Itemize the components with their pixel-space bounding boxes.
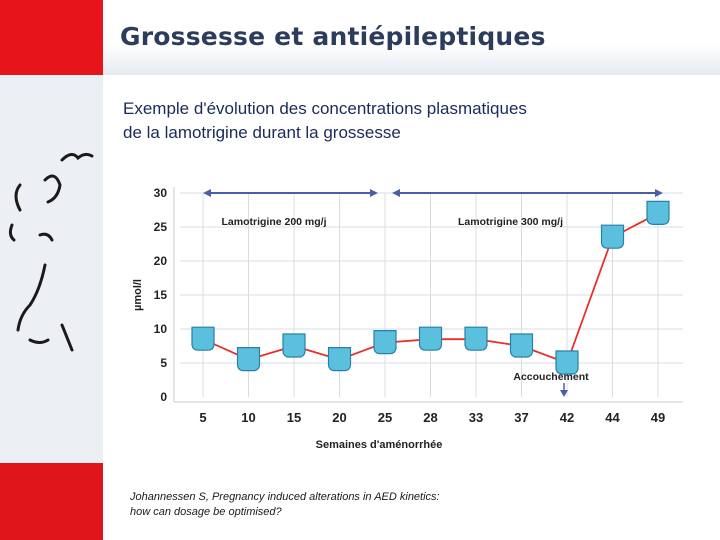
annotation-layer: Accouchement (513, 371, 589, 397)
arrowhead-right (370, 189, 378, 197)
reference-citation: Johannessen S, Pregnancy induced alterat… (130, 490, 630, 520)
y-tick-label: 25 (154, 220, 168, 234)
x-tick-label: 44 (605, 410, 620, 425)
data-point-marker (646, 200, 670, 225)
x-tick-label: 15 (287, 410, 301, 425)
marker-layer (191, 200, 670, 375)
data-point-marker (373, 330, 397, 355)
data-point-marker (191, 326, 215, 351)
dose-period-label: Lamotrigine 200 mg/j (221, 216, 326, 228)
arrowhead-right (655, 189, 663, 197)
header-band (103, 0, 720, 75)
dose-period-layer: Lamotrigine 200 mg/j Lamotrigine 300 mg/j (203, 189, 663, 228)
y-axis-label: µmol/l (132, 279, 144, 311)
sidebar-red-top (0, 0, 103, 75)
dose-period-label: Lamotrigine 300 mg/j (458, 216, 563, 228)
data-point-marker (418, 326, 443, 351)
x-tick-label: 37 (514, 410, 528, 425)
slide-subtitle: Exemple d'évolution des concentrations p… (123, 97, 703, 145)
subtitle-line-2: de la lamotrigine durant la grossesse (123, 123, 401, 142)
y-tick-label: 30 (154, 186, 168, 200)
data-point-marker (464, 326, 488, 351)
reference-line-1: Johannessen S, Pregnancy induced alterat… (130, 491, 440, 503)
arrowhead-left (392, 189, 400, 197)
data-point-marker (509, 333, 534, 358)
annotation-arrowhead (560, 390, 568, 397)
data-point-marker (236, 347, 261, 372)
y-tick-label: 0 (160, 390, 167, 404)
x-tick-label: 20 (332, 410, 346, 425)
sidebar-red-bottom (0, 463, 103, 540)
reference-line-2: how can dosage be optimised? (130, 506, 282, 518)
y-tick-label: 15 (154, 288, 168, 302)
x-tick-label: 49 (651, 410, 665, 425)
axis-layer: 0 5 10 15 20 25 30 5 10 15 20 25 28 33 37 42 44 49 Semaine… (132, 186, 683, 451)
y-tick-label: 20 (154, 254, 168, 268)
data-point-marker (282, 333, 306, 358)
x-tick-label: 5 (199, 410, 206, 425)
x-tick-label: 33 (469, 410, 483, 425)
data-point-marker (600, 224, 625, 249)
arrowhead-left (203, 189, 211, 197)
x-tick-label: 28 (423, 410, 437, 425)
annotation-label: Accouchement (513, 371, 589, 383)
data-point-marker (327, 347, 352, 372)
x-tick-label: 25 (378, 410, 392, 425)
x-axis-label: Semaines d'aménorrhée (316, 439, 443, 451)
y-tick-label: 10 (154, 322, 168, 336)
x-tick-label: 10 (241, 410, 255, 425)
sidebar-panel (0, 0, 103, 540)
y-tick-label: 5 (160, 356, 167, 370)
subtitle-line-1: Exemple d'évolution des concentrations p… (123, 99, 527, 118)
lamotrigine-chart: 0 5 10 15 20 25 30 5 10 15 20 25 28 33 37 42 44 49 Semaine… (132, 186, 683, 451)
data-point-marker (555, 350, 579, 375)
slide-title: Grossesse et antiépileptiques (120, 22, 546, 51)
x-tick-label: 42 (560, 410, 574, 425)
runner-figure-logo (8, 152, 94, 352)
